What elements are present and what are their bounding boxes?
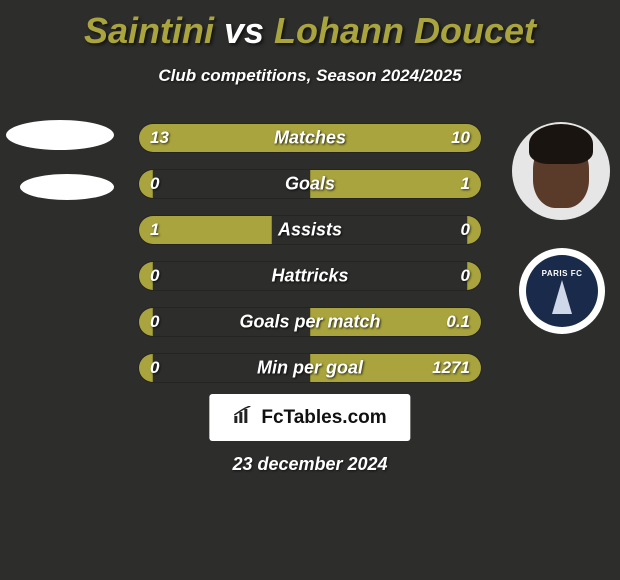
stat-label: Min per goal <box>257 358 363 379</box>
stat-left-value: 13 <box>150 128 169 148</box>
footer-badge: FcTables.com <box>209 394 410 441</box>
stat-row: 0 1 Goals <box>138 169 482 199</box>
player2-avatar <box>512 122 610 220</box>
footer-date: 23 december 2024 <box>232 454 387 475</box>
stat-right-value: 0.1 <box>446 312 470 332</box>
title-player1: Saintini <box>84 10 214 51</box>
club-inner: PARIS FC <box>526 255 598 327</box>
club-label: PARIS FC <box>542 269 583 278</box>
right-avatars: PARIS FC <box>512 122 612 334</box>
stat-right-value: 10 <box>451 128 470 148</box>
stat-label: Hattricks <box>271 266 348 287</box>
stat-left-value: 0 <box>150 312 159 332</box>
avatar-hair <box>529 124 593 164</box>
title-player2: Lohann Doucet <box>274 10 536 51</box>
stat-right-value: 0 <box>461 220 470 240</box>
stat-row: 13 10 Matches <box>138 123 482 153</box>
stat-bars: 1310Matches01Goals10Assists00Hattricks00… <box>138 123 482 399</box>
stat-left-value: 1 <box>150 220 159 240</box>
stat-row: 0 0.1 Goals per match <box>138 307 482 337</box>
club-tower-icon <box>552 280 572 314</box>
chart-icon <box>233 406 253 429</box>
page-title: Saintini vs Lohann Doucet <box>0 0 620 52</box>
stat-right-value: 1271 <box>432 358 470 378</box>
stat-label: Matches <box>274 128 346 149</box>
stat-bar-right-fill <box>310 170 481 198</box>
player1-avatar-placeholder <box>6 120 114 150</box>
stat-right-value: 0 <box>461 266 470 286</box>
stat-label: Goals <box>285 174 335 195</box>
stat-label: Goals per match <box>239 312 380 333</box>
title-vs: vs <box>224 10 264 51</box>
stat-right-value: 1 <box>461 174 470 194</box>
stat-row: 0 0 Hattricks <box>138 261 482 291</box>
stat-left-value: 0 <box>150 266 159 286</box>
stat-row: 1 0 Assists <box>138 215 482 245</box>
subtitle: Club competitions, Season 2024/2025 <box>0 66 620 86</box>
footer-site: FcTables.com <box>261 407 386 429</box>
stat-row: 0 1271 Min per goal <box>138 353 482 383</box>
stat-label: Assists <box>278 220 342 241</box>
player2-club-badge: PARIS FC <box>519 248 605 334</box>
stat-left-value: 0 <box>150 174 159 194</box>
stat-left-value: 0 <box>150 358 159 378</box>
left-avatars <box>6 120 121 224</box>
player1-avatar-placeholder <box>20 174 114 200</box>
